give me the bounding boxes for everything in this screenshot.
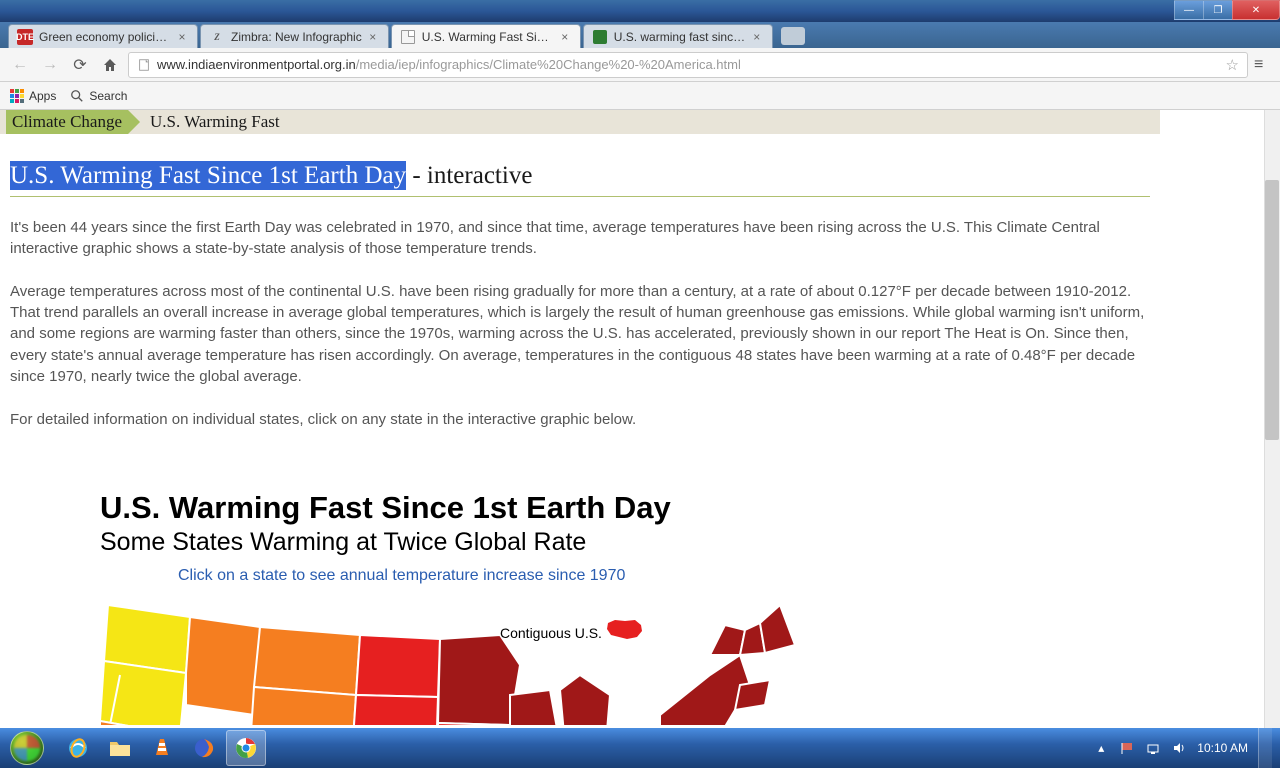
apps-shortcut[interactable]: Apps [10,89,56,103]
state-nd[interactable] [356,635,440,697]
forward-button[interactable]: → [38,53,62,77]
search-bookmark[interactable]: Search [70,89,127,103]
title-rest: - interactive [406,162,532,189]
tab-close-icon[interactable]: × [366,30,380,44]
search-label: Search [89,89,127,103]
state-ny[interactable] [660,655,750,725]
browser-tab[interactable]: Z Zimbra: New Infographic × [200,24,389,48]
paragraph: For detailed information on individual s… [10,409,1150,430]
tab-close-icon[interactable]: × [558,30,572,44]
us-map[interactable]: Contiguous U.S. [100,595,800,725]
url-path: /media/iep/infographics/Climate%20Change… [356,57,741,72]
start-button[interactable] [0,728,54,768]
ie-icon [66,736,90,760]
page-icon [137,58,151,72]
tab-close-icon[interactable]: × [175,30,189,44]
taskbar-vlc[interactable] [142,730,182,766]
taskbar-explorer[interactable] [100,730,140,766]
state-me[interactable] [760,605,795,653]
tray-up-arrow[interactable]: ▴ [1093,740,1109,756]
state-mt[interactable] [254,627,360,695]
show-desktop-button[interactable] [1258,728,1272,768]
title-selected-text: U.S. Warming Fast Since 1st Earth Day [10,161,406,190]
state-id[interactable] [186,617,260,715]
browser-tab-active[interactable]: U.S. Warming Fast Since 1 × [391,24,581,48]
article-body: It's been 44 years since the first Earth… [0,203,1160,430]
taskbar-ie[interactable] [58,730,98,766]
tab-title: Zimbra: New Infographic [231,30,362,44]
state-sd[interactable] [352,695,438,725]
window-titlebar: — ❐ ✕ [0,0,1280,22]
paragraph: That trend parallels an overall increase… [10,302,1150,387]
infographic-subtitle: Some States Warming at Twice Global Rate [100,528,1264,557]
state-or[interactable] [100,661,186,725]
bookmarks-bar: Apps Search [0,82,1280,110]
state-vt[interactable] [710,625,745,655]
paragraph: Average temperatures across most of the … [10,281,1150,302]
taskbar-firefox[interactable] [184,730,224,766]
contiguous-label: Contiguous U.S. [500,625,602,641]
window-maximize-button[interactable]: ❐ [1203,0,1233,20]
home-button[interactable] [98,53,122,77]
tab-title: U.S. Warming Fast Since 1 [422,30,554,44]
folder-icon [108,738,132,758]
chrome-icon [234,736,258,760]
scrollbar[interactable] [1264,110,1280,728]
page-title: U.S. Warming Fast Since 1st Earth Day - … [10,162,1150,197]
page-viewport: Climate Change U.S. Warming Fast U.S. Wa… [0,110,1280,728]
state-mn[interactable] [438,635,520,725]
tray-flag-icon[interactable] [1119,740,1135,756]
tab-title: U.S. warming fast since 1s [614,30,746,44]
firefox-icon [192,736,216,760]
address-bar[interactable]: www.indiaenvironmentportal.org.in/media/… [128,52,1248,78]
browser-tab[interactable]: DTE Green economy policies c × [8,24,198,48]
vlc-icon [152,737,172,759]
back-button[interactable]: ← [8,53,32,77]
windows-orb-icon [10,731,44,765]
favicon-icon: DTE [17,29,33,45]
state-ma[interactable] [735,680,770,710]
infographic: U.S. Warming Fast Since 1st Earth Day So… [0,430,1264,725]
breadcrumb-item[interactable]: U.S. Warming Fast [134,110,290,134]
infographic-hint: Click on a state to see annual temperatu… [178,567,1264,585]
tab-title: Green economy policies c [39,30,171,44]
breadcrumb: Climate Change U.S. Warming Fast [0,110,1160,134]
state-mi[interactable] [560,675,610,725]
window-close-button[interactable]: ✕ [1232,0,1280,20]
paragraph: It's been 44 years since the first Earth… [10,217,1150,260]
bookmark-star-icon[interactable]: ☆ [1226,56,1239,74]
taskbar: ▴ 10:10 AM [0,728,1280,768]
chrome-menu-button[interactable]: ≡ [1254,56,1272,74]
favicon-icon [592,29,608,45]
mini-us-icon[interactable] [605,617,645,641]
taskbar-chrome[interactable] [226,730,266,766]
browser-tab[interactable]: U.S. warming fast since 1s × [583,24,773,48]
breadcrumb-item[interactable]: Climate Change [6,110,140,134]
search-icon [70,89,84,103]
favicon-icon: Z [209,29,225,45]
system-tray: ▴ 10:10 AM [1093,728,1280,768]
favicon-icon [400,29,416,45]
browser-toolbar: ← → ⟳ www.indiaenvironmentportal.org.in/… [0,48,1280,82]
url-domain: www.indiaenvironmentportal.org.in [157,57,356,72]
tray-network-icon[interactable] [1145,740,1161,756]
window-minimize-button[interactable]: — [1174,0,1204,20]
state-wi[interactable] [510,690,560,725]
scrollbar-thumb[interactable] [1265,180,1279,440]
new-tab-button[interactable] [781,27,805,45]
home-icon [102,57,118,73]
apps-label: Apps [29,89,56,103]
apps-icon [10,89,24,103]
infographic-title: U.S. Warming Fast Since 1st Earth Day [100,490,1264,526]
us-states-map [100,595,800,725]
tray-volume-icon[interactable] [1171,740,1187,756]
browser-tab-strip: DTE Green economy policies c × Z Zimbra:… [0,22,1280,48]
tray-clock[interactable]: 10:10 AM [1197,741,1248,755]
tab-close-icon[interactable]: × [750,30,764,44]
reload-button[interactable]: ⟳ [68,53,92,77]
